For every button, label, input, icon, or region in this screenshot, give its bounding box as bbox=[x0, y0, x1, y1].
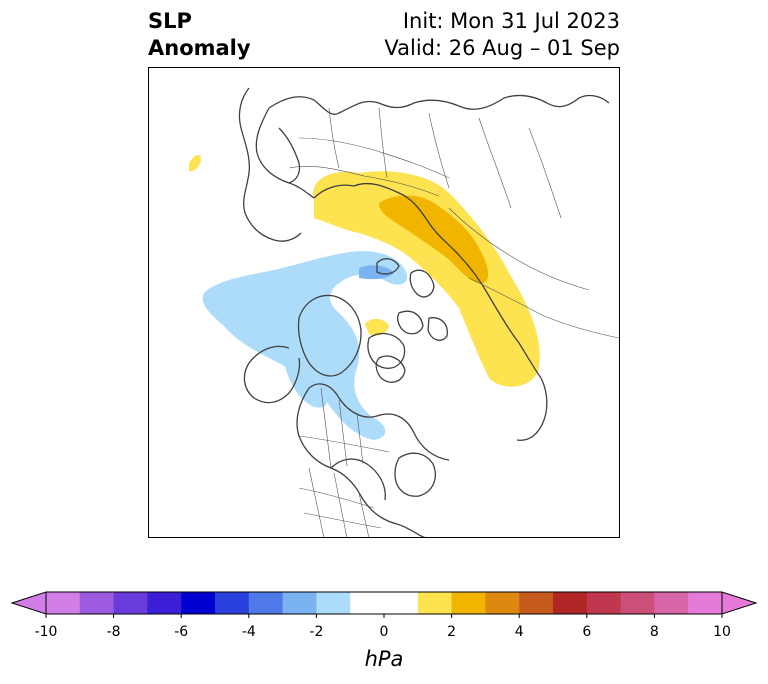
colorbar-bin-6 bbox=[248, 592, 284, 614]
colorbar-bin-14 bbox=[553, 592, 588, 614]
init-date: Init: Mon 31 Jul 2023 bbox=[402, 9, 620, 33]
anomaly-arctic-negative bbox=[202, 251, 408, 440]
colorbar-bin-18 bbox=[688, 592, 723, 614]
colorbar-tick-label-6: 2 bbox=[447, 624, 457, 640]
forecast-dates: Init: Mon 31 Jul 2023 Valid: 26 Aug – 01… bbox=[384, 8, 620, 62]
colorbar-tick-label-3: -4 bbox=[241, 624, 256, 640]
anomaly-fields bbox=[189, 154, 540, 440]
colorbar-bin-15 bbox=[586, 592, 622, 614]
title-line-2: Anomaly bbox=[148, 36, 251, 60]
colorbar-tick-label-9: 8 bbox=[649, 624, 659, 640]
colorbar-ticks bbox=[45, 614, 723, 618]
anomaly-pole-positive bbox=[365, 318, 389, 336]
colorbar-bin-8 bbox=[316, 592, 351, 614]
colorbar-tick-label-8: 6 bbox=[582, 624, 592, 640]
colorbar-tick-label-2: -6 bbox=[174, 624, 189, 640]
colorbar-under-extension bbox=[10, 591, 47, 615]
colorbar bbox=[10, 591, 758, 618]
coastlines bbox=[238, 87, 610, 537]
colorbar-tick-label-4: -2 bbox=[309, 624, 324, 640]
colorbar-bin-10 bbox=[417, 592, 453, 614]
title-line-1: SLP bbox=[148, 9, 192, 33]
borders bbox=[288, 107, 619, 537]
map-panel bbox=[148, 67, 620, 538]
colorbar-bin-17 bbox=[654, 592, 689, 614]
colorbar-tick-label-10: 10 bbox=[713, 624, 731, 640]
colorbar-bin-7 bbox=[282, 592, 317, 614]
colorbar-bin-3 bbox=[147, 592, 182, 614]
anomaly-eurasia-positive bbox=[313, 171, 540, 387]
colorbar-tick-label-1: -8 bbox=[106, 624, 121, 640]
anomaly-canada-negative bbox=[282, 348, 328, 408]
colorbar-bins bbox=[46, 592, 723, 614]
map-title: SLP Anomaly bbox=[148, 8, 251, 62]
colorbar-bin-9 bbox=[350, 592, 419, 614]
colorbar-tick-label-5: 0 bbox=[379, 624, 389, 640]
colorbar-bin-16 bbox=[620, 592, 655, 614]
colorbar-over-extension bbox=[721, 591, 758, 615]
colorbar-bin-2 bbox=[113, 592, 148, 614]
colorbar-tick-label-7: 4 bbox=[514, 624, 524, 640]
anomaly-siberia-core bbox=[379, 195, 489, 284]
colorbar-bin-4 bbox=[181, 592, 216, 614]
colorbar-bin-11 bbox=[451, 592, 486, 614]
valid-date: Valid: 26 Aug – 01 Sep bbox=[384, 36, 620, 60]
colorbar-bin-13 bbox=[519, 592, 554, 614]
colorbar-tick-label-0: -10 bbox=[34, 624, 58, 640]
map-svg bbox=[189, 87, 619, 537]
colorbar-bin-0 bbox=[46, 592, 81, 614]
colorbar-label: hPa bbox=[364, 647, 404, 671]
colorbar-bin-1 bbox=[79, 592, 115, 614]
anomaly-scandinavia-positive bbox=[189, 154, 201, 172]
colorbar-bin-5 bbox=[215, 592, 250, 614]
colorbar-bin-12 bbox=[485, 592, 520, 614]
